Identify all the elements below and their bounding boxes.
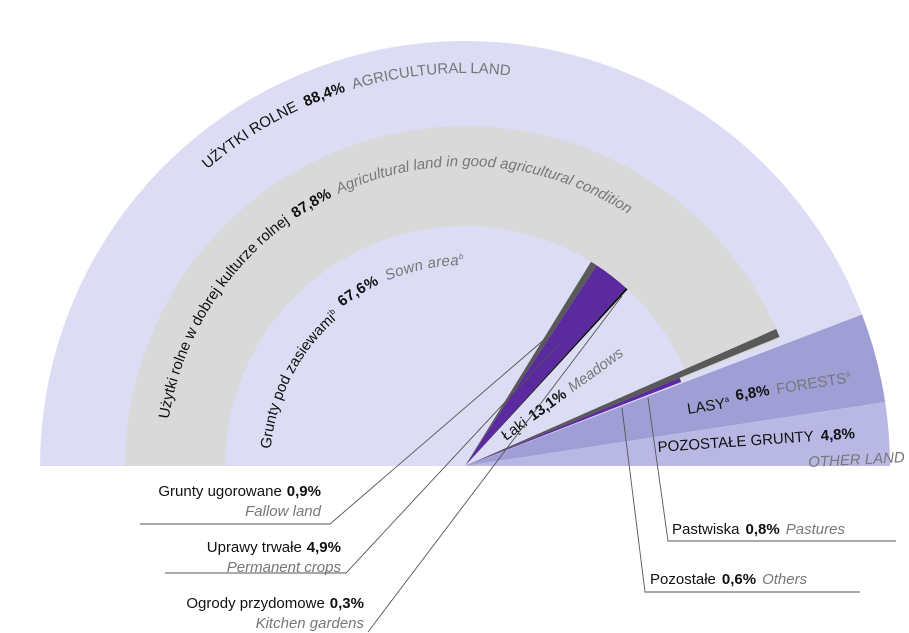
label-part: 0,6% [722, 571, 756, 588]
label-part: Permanent crops [227, 559, 342, 576]
label-part: OTHER LAND [808, 449, 906, 471]
label-part: Grunty ugorowane [158, 483, 281, 500]
wedges [40, 41, 890, 466]
label-part: 0,3% [330, 595, 364, 612]
footnote-mark: b [459, 252, 464, 261]
leader-line [621, 407, 860, 593]
agricultural-wedge [465, 329, 780, 466]
land-wedge [465, 314, 886, 466]
label-part: 4,9% [307, 539, 341, 556]
label-part: Kitchen gardens [256, 615, 365, 632]
label-part: LASY [686, 395, 727, 418]
label: Kitchen gardens [256, 615, 365, 632]
agricultural-wedge [465, 265, 626, 466]
agricultural-wedge [465, 377, 682, 466]
label-part: 4,8% [820, 425, 855, 444]
land-wedge [465, 402, 890, 466]
agricultural-wedge [465, 261, 597, 466]
label: Pozostałe 0,6% Others [650, 571, 808, 588]
label: Ogrody przydomowe 0,3% [186, 595, 364, 612]
label-part: 0,9% [287, 483, 321, 500]
label-part: Fallow land [245, 503, 322, 520]
agricultural-wedge [465, 287, 628, 466]
leader-line [647, 397, 896, 542]
label-part: Pastwiska [672, 521, 740, 538]
agricultural-wedge [225, 225, 592, 466]
leader-line [367, 295, 623, 633]
label: Grunty ugorowane 0,9% [158, 483, 321, 500]
label-part: Uprawy trwałe [207, 539, 302, 556]
label: Permanent crops [227, 559, 342, 576]
leader-line [140, 337, 547, 525]
agricultural-wedge [465, 289, 685, 466]
footnote-mark: a [845, 369, 851, 379]
label-part: Pastures [786, 521, 846, 538]
label-part: Others [762, 571, 808, 588]
label-part: Pozostałe [650, 571, 716, 588]
label-part: Ogrody przydomowe [186, 595, 324, 612]
label: Fallow land [245, 503, 322, 520]
leader-line [165, 342, 561, 574]
leader-lines [140, 295, 896, 633]
label: Pastwiska 0,8% Pastures [672, 521, 845, 538]
label-part: 0,8% [746, 521, 780, 538]
footnote-mark: b [328, 306, 338, 316]
label: OTHER LAND [808, 449, 906, 471]
label: Uprawy trwałe 4,9% [207, 539, 341, 556]
label-part: 6,8% [734, 382, 770, 404]
footnote-mark: a [724, 394, 730, 404]
